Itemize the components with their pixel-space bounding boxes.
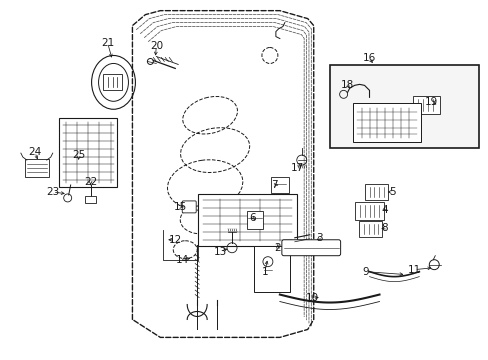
FancyBboxPatch shape bbox=[412, 96, 439, 114]
FancyBboxPatch shape bbox=[281, 240, 340, 256]
Text: 10: 10 bbox=[305, 293, 319, 302]
Text: 24: 24 bbox=[28, 147, 41, 157]
FancyBboxPatch shape bbox=[246, 211, 263, 229]
FancyBboxPatch shape bbox=[253, 246, 289, 292]
Text: 18: 18 bbox=[340, 80, 353, 90]
FancyBboxPatch shape bbox=[198, 194, 296, 246]
Text: 8: 8 bbox=[380, 223, 387, 233]
FancyBboxPatch shape bbox=[102, 75, 122, 90]
Text: 14: 14 bbox=[175, 255, 188, 265]
FancyBboxPatch shape bbox=[352, 103, 421, 142]
FancyBboxPatch shape bbox=[358, 221, 382, 237]
Text: 23: 23 bbox=[46, 187, 59, 197]
Text: 6: 6 bbox=[249, 213, 256, 223]
Text: 16: 16 bbox=[362, 54, 375, 63]
Text: 12: 12 bbox=[168, 235, 182, 245]
Text: 1: 1 bbox=[261, 267, 268, 276]
FancyBboxPatch shape bbox=[85, 197, 96, 203]
Bar bbox=[329, 66, 478, 148]
Text: 5: 5 bbox=[388, 187, 395, 197]
FancyBboxPatch shape bbox=[270, 177, 288, 193]
Text: 13: 13 bbox=[213, 247, 226, 257]
Text: 25: 25 bbox=[72, 150, 85, 160]
Text: 2: 2 bbox=[274, 243, 281, 253]
Text: 3: 3 bbox=[316, 233, 323, 243]
Text: 17: 17 bbox=[290, 163, 304, 173]
FancyBboxPatch shape bbox=[354, 202, 384, 220]
Text: 15: 15 bbox=[173, 202, 186, 212]
FancyBboxPatch shape bbox=[25, 159, 49, 177]
FancyBboxPatch shape bbox=[364, 184, 387, 200]
Text: 7: 7 bbox=[271, 180, 278, 190]
Text: 21: 21 bbox=[101, 37, 114, 48]
Text: 20: 20 bbox=[149, 41, 163, 50]
Text: 4: 4 bbox=[380, 205, 387, 215]
FancyBboxPatch shape bbox=[67, 157, 84, 172]
Text: 19: 19 bbox=[424, 97, 437, 107]
Text: 11: 11 bbox=[407, 265, 420, 275]
Text: 9: 9 bbox=[362, 267, 368, 276]
FancyBboxPatch shape bbox=[59, 118, 117, 187]
FancyBboxPatch shape bbox=[182, 201, 196, 213]
Text: 22: 22 bbox=[84, 177, 97, 187]
